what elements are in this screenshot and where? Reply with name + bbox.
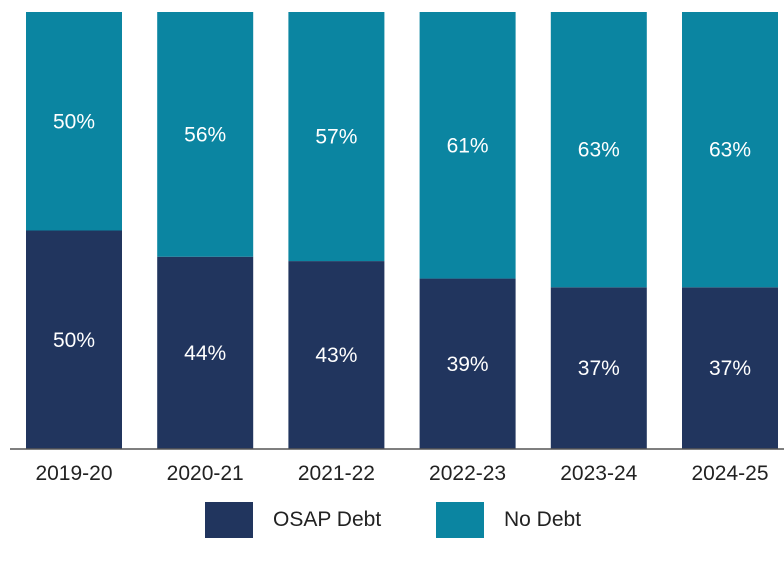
- stacked-bar-chart: 50% 50% 44% 56% 43% 57% 39% 61% 37% 63% 37% 63% 201…: [10, 12, 784, 485]
- x-tick-label-2021-22: 2021-22: [298, 462, 375, 485]
- data-label-osap-debt-2020-21: 44%: [184, 342, 226, 365]
- data-label-no-debt-2020-21: 56%: [184, 123, 226, 146]
- x-tick-label-2023-24: 2023-24: [560, 462, 637, 485]
- bar-osap-debt-2019-20: [26, 230, 122, 449]
- data-label-no-debt-2022-23: 61%: [447, 134, 489, 157]
- legend-item-osap-debt: OSAP Debt: [205, 502, 381, 538]
- legend: OSAP Debt No Debt: [0, 500, 784, 550]
- data-label-osap-debt-2024-25: 37%: [709, 357, 751, 380]
- x-tick-label-2019-20: 2019-20: [35, 462, 112, 485]
- bar-osap-debt-2022-23: [419, 278, 516, 449]
- bar-no-debt-2021-22: [288, 12, 385, 262]
- x-tick-label-2024-25: 2024-25: [691, 462, 768, 485]
- x-tick-label-2022-23: 2022-23: [429, 462, 506, 485]
- bar-no-debt-2023-24: [550, 12, 647, 288]
- bar-no-debt-2020-21: [157, 12, 254, 257]
- data-label-no-debt-2021-22: 57%: [315, 126, 357, 149]
- bar-no-debt-2019-20: [26, 12, 122, 231]
- data-label-no-debt-2024-25: 63%: [709, 139, 751, 162]
- x-tick-label-2020-21: 2020-21: [167, 462, 244, 485]
- data-label-no-debt-2023-24: 63%: [578, 139, 620, 162]
- bar-osap-debt-2020-21: [157, 256, 254, 449]
- legend-label-no-debt: No Debt: [504, 508, 582, 531]
- data-label-no-debt-2019-20: 50%: [53, 110, 95, 133]
- legend-swatch-no-debt: [436, 502, 484, 538]
- x-tick-labels-group: 2019-20 2020-21 2021-22 2022-23 2023-24 2024-…: [35, 462, 768, 485]
- bar-no-debt-2024-25: [682, 12, 778, 288]
- bars-group: [26, 12, 778, 449]
- legend-label-osap-debt: OSAP Debt: [273, 508, 382, 531]
- data-label-osap-debt-2019-20: 50%: [53, 329, 95, 352]
- bar-osap-debt-2021-22: [288, 261, 385, 449]
- legend-swatch-osap-debt: [205, 502, 253, 538]
- legend-item-no-debt: No Debt: [436, 502, 581, 538]
- bar-osap-debt-2024-25: [682, 287, 778, 449]
- bar-osap-debt-2023-24: [550, 287, 647, 449]
- data-label-osap-debt-2021-22: 43%: [315, 344, 357, 367]
- bar-no-debt-2022-23: [419, 12, 516, 279]
- data-label-osap-debt-2023-24: 37%: [578, 357, 620, 380]
- data-label-osap-debt-2022-23: 39%: [447, 353, 489, 376]
- value-labels-group: 50% 50% 44% 56% 43% 57% 39% 61% 37% 63% 37% 63%: [53, 110, 751, 380]
